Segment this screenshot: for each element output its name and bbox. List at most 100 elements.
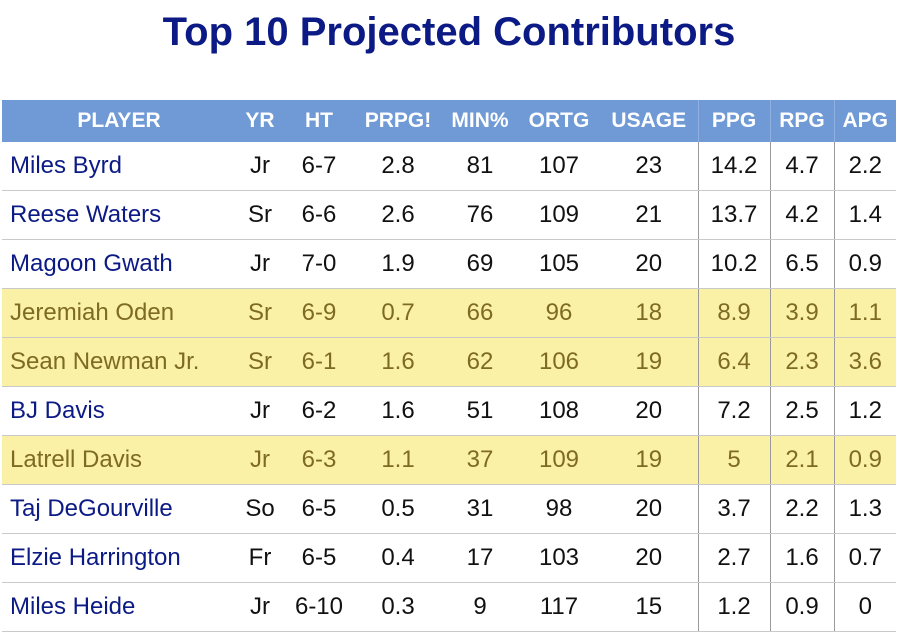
header-row: PLAYER YR HT PRPG! MIN% ORTG USAGE PPG R… xyxy=(2,100,896,142)
height-cell: 7-0 xyxy=(284,239,354,289)
table-row: Elzie Harrington Fr 6-5 0.4 17 103 20 2.7 1.6 0.7 xyxy=(2,533,896,583)
apg-cell: 1.1 xyxy=(833,288,896,338)
column-header-ppg[interactable]: PPG xyxy=(697,100,770,142)
min-pct-cell: 17 xyxy=(442,533,518,583)
player-name: Miles Heide xyxy=(2,582,236,632)
prpg-cell: 0.7 xyxy=(354,288,442,338)
rpg-cell: 3.9 xyxy=(769,288,834,338)
prpg-cell: 1.6 xyxy=(354,337,442,387)
table-row: Miles Byrd Jr 6-7 2.8 81 107 23 14.2 4.7 2.2 xyxy=(2,142,896,191)
table-row: Sean Newman Jr. Sr 6-1 1.6 62 106 19 6.4 2.3 3.6 xyxy=(2,337,896,387)
height-cell: 6-3 xyxy=(284,435,354,485)
column-header-prpg[interactable]: PRPG! xyxy=(354,100,442,142)
year-cell: Sr xyxy=(236,337,284,387)
apg-cell: 1.3 xyxy=(833,484,896,534)
player-name: Sean Newman Jr. xyxy=(2,337,236,387)
ppg-cell: 8.9 xyxy=(697,288,770,338)
ppg-cell: 6.4 xyxy=(697,337,770,387)
apg-cell: 0.7 xyxy=(833,533,896,583)
height-cell: 6-10 xyxy=(284,582,354,632)
apg-cell: 1.2 xyxy=(833,386,896,436)
usage-cell: 23 xyxy=(600,142,698,191)
prpg-cell: 0.4 xyxy=(354,533,442,583)
usage-cell: 20 xyxy=(600,533,698,583)
ppg-cell: 10.2 xyxy=(697,239,770,289)
player-name: BJ Davis xyxy=(2,386,236,436)
rpg-cell: 2.2 xyxy=(769,484,834,534)
rpg-cell: 2.5 xyxy=(769,386,834,436)
rpg-cell: 2.1 xyxy=(769,435,834,485)
year-cell: Sr xyxy=(236,190,284,240)
prpg-cell: 0.5 xyxy=(354,484,442,534)
table-row: Taj DeGourville So 6-5 0.5 31 98 20 3.7 2.2 1.3 xyxy=(2,484,896,534)
height-cell: 6-1 xyxy=(284,337,354,387)
player-name: Reese Waters xyxy=(2,190,236,240)
table-row: Miles Heide Jr 6-10 0.3 9 117 15 1.2 0.9 0 xyxy=(2,582,896,632)
year-cell: Jr xyxy=(236,386,284,436)
ortg-cell: 108 xyxy=(518,386,600,436)
apg-cell: 1.4 xyxy=(833,190,896,240)
year-cell: So xyxy=(236,484,284,534)
column-header-player[interactable]: PLAYER xyxy=(2,100,236,142)
column-header-rpg[interactable]: RPG xyxy=(769,100,834,142)
usage-cell: 20 xyxy=(600,239,698,289)
column-header-apg[interactable]: APG xyxy=(833,100,896,142)
ortg-cell: 109 xyxy=(518,190,600,240)
rpg-cell: 2.3 xyxy=(769,337,834,387)
usage-cell: 19 xyxy=(600,337,698,387)
min-pct-cell: 51 xyxy=(442,386,518,436)
ppg-cell: 14.2 xyxy=(697,142,770,191)
column-header-yr[interactable]: YR xyxy=(236,100,284,142)
usage-cell: 20 xyxy=(600,484,698,534)
rpg-cell: 6.5 xyxy=(769,239,834,289)
ortg-cell: 109 xyxy=(518,435,600,485)
height-cell: 6-6 xyxy=(284,190,354,240)
column-header-usage[interactable]: USAGE xyxy=(600,100,698,142)
table-row: Latrell Davis Jr 6-3 1.1 37 109 19 5 2.1 0.9 xyxy=(2,435,896,485)
column-header-ortg[interactable]: ORTG xyxy=(518,100,600,142)
player-name: Elzie Harrington xyxy=(2,533,236,583)
height-cell: 6-5 xyxy=(284,533,354,583)
min-pct-cell: 81 xyxy=(442,142,518,191)
column-header-ht[interactable]: HT xyxy=(284,100,354,142)
year-cell: Sr xyxy=(236,288,284,338)
apg-cell: 3.6 xyxy=(833,337,896,387)
ortg-cell: 107 xyxy=(518,142,600,191)
column-header-min[interactable]: MIN% xyxy=(442,100,518,142)
player-name: Magoon Gwath xyxy=(2,239,236,289)
player-name: Miles Byrd xyxy=(2,142,236,191)
contributors-table: PLAYER YR HT PRPG! MIN% ORTG USAGE PPG R… xyxy=(2,100,896,632)
height-cell: 6-2 xyxy=(284,386,354,436)
year-cell: Fr xyxy=(236,533,284,583)
ppg-cell: 1.2 xyxy=(697,582,770,632)
min-pct-cell: 31 xyxy=(442,484,518,534)
min-pct-cell: 66 xyxy=(442,288,518,338)
apg-cell: 2.2 xyxy=(833,142,896,191)
ortg-cell: 103 xyxy=(518,533,600,583)
prpg-cell: 1.1 xyxy=(354,435,442,485)
table-body: Miles Byrd Jr 6-7 2.8 81 107 23 14.2 4.7 2.2 Reese… xyxy=(2,142,896,632)
ppg-cell: 3.7 xyxy=(697,484,770,534)
player-name: Jeremiah Oden xyxy=(2,288,236,338)
player-name: Taj DeGourville xyxy=(2,484,236,534)
year-cell: Jr xyxy=(236,435,284,485)
prpg-cell: 2.8 xyxy=(354,142,442,191)
apg-cell: 0.9 xyxy=(833,239,896,289)
height-cell: 6-9 xyxy=(284,288,354,338)
table-row: Magoon Gwath Jr 7-0 1.9 69 105 20 10.2 6.5 0.9 xyxy=(2,239,896,289)
ortg-cell: 106 xyxy=(518,337,600,387)
rpg-cell: 4.7 xyxy=(769,142,834,191)
usage-cell: 15 xyxy=(600,582,698,632)
min-pct-cell: 9 xyxy=(442,582,518,632)
page-title: Top 10 Projected Contributors xyxy=(162,10,736,54)
ortg-cell: 117 xyxy=(518,582,600,632)
table-row: Jeremiah Oden Sr 6-9 0.7 66 96 18 8.9 3.9 1.1 xyxy=(2,288,896,338)
rpg-cell: 0.9 xyxy=(769,582,834,632)
prpg-cell: 1.9 xyxy=(354,239,442,289)
ppg-cell: 5 xyxy=(697,435,770,485)
prpg-cell: 1.6 xyxy=(354,386,442,436)
apg-cell: 0 xyxy=(833,582,896,632)
table-row: BJ Davis Jr 6-2 1.6 51 108 20 7.2 2.5 1.2 xyxy=(2,386,896,436)
year-cell: Jr xyxy=(236,239,284,289)
rpg-cell: 4.2 xyxy=(769,190,834,240)
